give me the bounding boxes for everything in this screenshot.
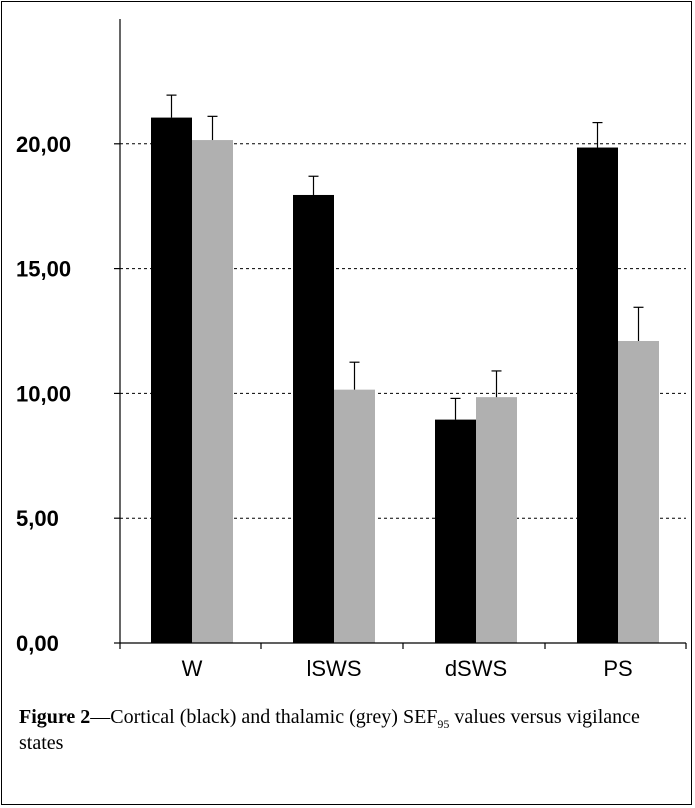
y-tick-label: 10,00	[16, 381, 71, 406]
bar	[334, 389, 375, 643]
x-tick-label: W	[182, 656, 203, 681]
figure-caption: Figure 2—Cortical (black) and thalamic (…	[19, 704, 679, 756]
error-bars	[166, 94, 644, 420]
axes	[114, 19, 687, 649]
y-tick-label: 5,00	[16, 506, 59, 531]
bar	[293, 194, 334, 643]
bars	[151, 117, 659, 644]
y-tick-label: 15,00	[16, 257, 71, 282]
x-tick-label: lSWS	[307, 656, 362, 681]
y-tick-label: 20,00	[16, 132, 71, 157]
bar	[577, 147, 618, 643]
x-tick-label: PS	[603, 656, 632, 681]
bar	[435, 419, 476, 643]
grid-lines	[120, 143, 686, 519]
y-tick-label: 0,00	[16, 631, 59, 656]
caption-text: —Cortical (black) and thalamic (grey) SE…	[90, 706, 438, 728]
bar	[618, 340, 659, 643]
y-tick-labels: 0,00 5,00 10,00 15,00 20,00	[16, 132, 71, 656]
x-tick-label: dSWS	[445, 656, 507, 681]
bar	[476, 397, 517, 643]
caption-subscript: 95	[437, 717, 450, 731]
caption-text-end: values versus vigilance states	[19, 706, 640, 754]
bar	[151, 117, 192, 644]
bar	[192, 140, 233, 643]
caption-label: Figure 2	[19, 706, 91, 728]
